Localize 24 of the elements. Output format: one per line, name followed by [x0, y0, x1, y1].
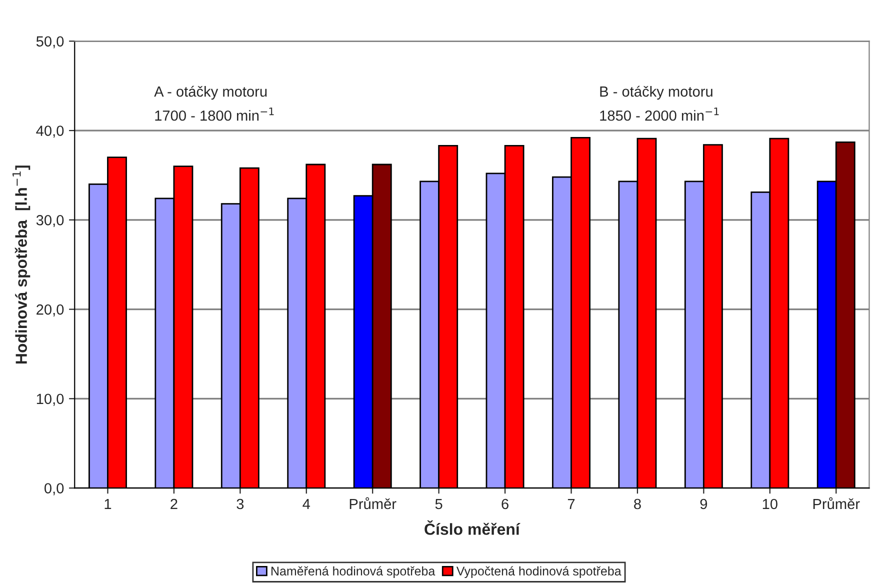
y-tick-label: 20,0	[36, 304, 64, 316]
x-tick-label: 1	[104, 498, 112, 510]
x-tick-label: 8	[634, 498, 641, 510]
y-tick-label: 50,0	[36, 36, 64, 48]
x-axis-title: Číslo měření	[424, 520, 520, 535]
y-tick-label: 0,0	[44, 483, 64, 496]
y-axis-title: Hodinová spotřeba [l.h$^{−1}$]	[12, 166, 30, 364]
y-tick-label: 30,0	[36, 215, 64, 228]
x-tick-label: 10	[762, 498, 778, 510]
legend-label: Vypočtená hodinová spotřeba	[456, 566, 622, 578]
x-tick-label: 9	[700, 498, 708, 510]
legend-label: Naměřená hodinová spotřeba	[271, 566, 436, 578]
x-tick-label: 6	[502, 498, 508, 510]
annotation: A - otáčky motoru 1700 - 1800 min$^{−1}$	[154, 86, 274, 121]
x-tick-label: 2	[170, 498, 178, 510]
annotation: B - otáčky motoru 1850 - 2000 min$^{−1}$	[600, 86, 719, 121]
x-tick-label: 5	[435, 498, 442, 510]
x-tick-label: 7	[568, 498, 575, 510]
x-tick-label: Průměr	[813, 497, 860, 510]
x-tick-label: Průměr	[350, 497, 396, 510]
x-tick-label: 3	[236, 498, 244, 510]
y-tick-label: 40,0	[36, 126, 64, 138]
y-tick-label: 10,0	[36, 394, 64, 406]
x-tick-label: 4	[302, 498, 310, 510]
